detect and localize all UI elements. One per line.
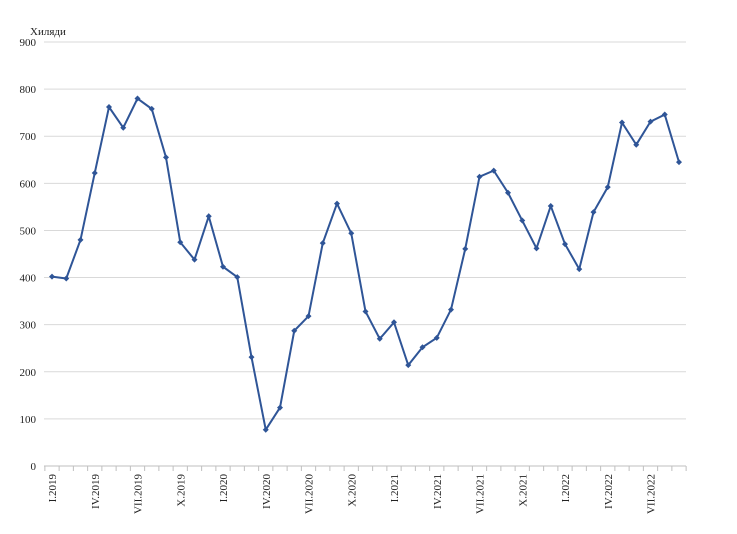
data-point bbox=[391, 319, 397, 326]
data-point bbox=[419, 344, 426, 351]
data-point bbox=[519, 217, 526, 224]
data-point bbox=[433, 334, 440, 341]
x-tick-label: I.2020 bbox=[218, 474, 230, 503]
x-tick-label: X.2020 bbox=[346, 474, 358, 507]
y-tick-label: 600 bbox=[20, 178, 37, 190]
y-unit-label: Хиляди bbox=[30, 26, 66, 38]
x-axis-ticks: I.2019 IV.2019 VII.2019 X.2019 I.2020 IV.2020… bbox=[44, 466, 687, 515]
x-tick-label: I.2019 bbox=[47, 474, 59, 503]
data-point bbox=[191, 256, 198, 263]
y-tick-label: 900 bbox=[20, 37, 37, 49]
y-tick-label: 200 bbox=[20, 367, 37, 379]
x-tick-label: VII.2022 bbox=[646, 474, 658, 514]
data-point bbox=[91, 169, 98, 176]
data-point bbox=[63, 275, 70, 282]
data-point bbox=[248, 354, 255, 361]
data-point bbox=[120, 124, 127, 131]
gridlines bbox=[44, 41, 686, 420]
y-tick-label: 300 bbox=[20, 320, 37, 332]
x-tick-label: X.2021 bbox=[517, 474, 529, 507]
data-point bbox=[148, 105, 155, 112]
data-point bbox=[291, 327, 298, 334]
data-point bbox=[604, 184, 611, 191]
data-point bbox=[533, 245, 540, 252]
data-point bbox=[562, 241, 568, 248]
data-point bbox=[676, 159, 682, 166]
data-point bbox=[177, 239, 184, 246]
data-point bbox=[619, 119, 625, 126]
x-tick-label: IV.2019 bbox=[90, 474, 102, 509]
data-point bbox=[633, 141, 640, 148]
data-point bbox=[277, 404, 283, 411]
data-point bbox=[134, 95, 141, 102]
data-point bbox=[49, 273, 55, 280]
data-point bbox=[319, 240, 326, 247]
y-tick-label: 500 bbox=[20, 225, 37, 237]
series-markers bbox=[49, 95, 682, 433]
x-tick-label: VII.2021 bbox=[475, 474, 487, 514]
data-point bbox=[647, 118, 654, 125]
data-point bbox=[348, 230, 355, 237]
y-axis-ticks: 0 100 200 300 400 500 600 700 800 900 bbox=[20, 37, 37, 473]
data-point bbox=[462, 245, 469, 252]
data-point bbox=[362, 308, 369, 315]
data-point bbox=[262, 426, 269, 433]
x-tick-label: I.2022 bbox=[560, 474, 572, 502]
data-point bbox=[334, 200, 340, 207]
x-tick-label: I.2021 bbox=[389, 474, 401, 502]
x-tick-label: VII.2020 bbox=[304, 474, 316, 515]
data-point bbox=[476, 173, 483, 180]
data-point bbox=[220, 263, 226, 270]
y-tick-label: 700 bbox=[20, 131, 37, 143]
data-point bbox=[305, 313, 312, 320]
data-point bbox=[576, 266, 583, 273]
x-tick-label: VII.2019 bbox=[133, 474, 145, 515]
data-point bbox=[376, 335, 383, 342]
x-tick-label: IV.2021 bbox=[432, 474, 444, 509]
data-point bbox=[661, 111, 668, 118]
y-tick-label: 400 bbox=[20, 273, 37, 285]
y-tick-label: 100 bbox=[20, 414, 37, 426]
x-tick-label: IV.2022 bbox=[603, 474, 615, 509]
x-tick-label: X.2019 bbox=[175, 474, 187, 507]
series-line bbox=[51, 97, 680, 433]
data-point bbox=[505, 189, 511, 196]
data-point bbox=[163, 154, 169, 161]
data-point bbox=[547, 202, 554, 209]
y-tick-label: 0 bbox=[31, 461, 37, 473]
data-point bbox=[205, 213, 212, 220]
data-point bbox=[234, 274, 241, 281]
data-point bbox=[405, 362, 412, 369]
x-tick-label: IV.2020 bbox=[261, 474, 273, 509]
data-point bbox=[448, 306, 454, 313]
data-point bbox=[106, 104, 112, 111]
data-point bbox=[590, 209, 597, 216]
data-point bbox=[490, 167, 497, 174]
data-point bbox=[77, 236, 84, 243]
y-tick-label: 800 bbox=[20, 84, 37, 96]
